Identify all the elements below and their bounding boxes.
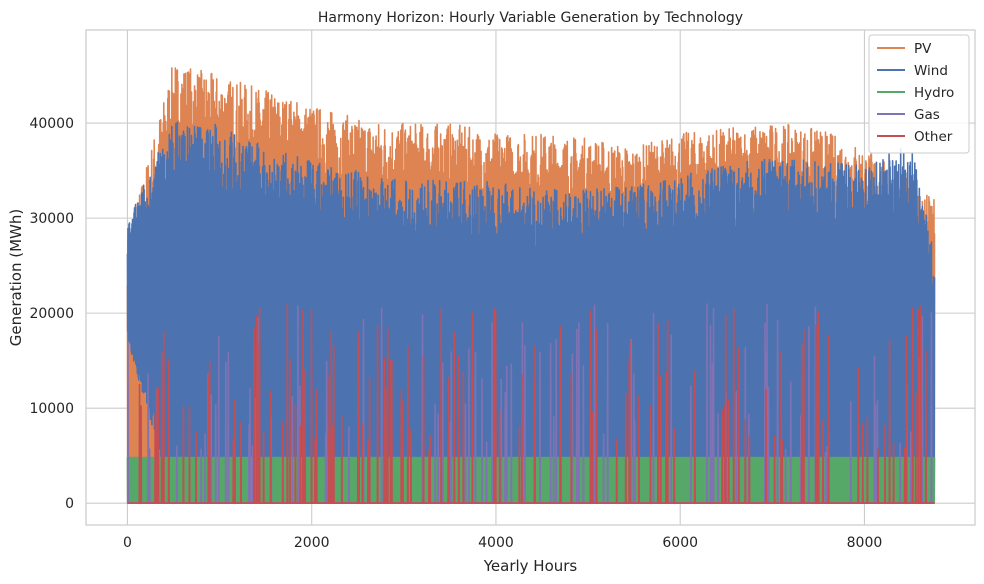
legend-label-wind: Wind (914, 63, 948, 79)
x-tick-label: 2000 (294, 535, 330, 551)
series-line-wind (126, 121, 936, 504)
y-tick-label: 40000 (29, 116, 74, 132)
series-line-other (126, 303, 936, 504)
x-axis-ticks: 0 2000 4000 6000 8000 (123, 535, 882, 551)
y-axis-ticks: 0 10000 20000 30000 40000 (29, 116, 74, 512)
chart-title: Harmony Horizon: Hourly Variable Generat… (318, 10, 743, 26)
y-tick-label: 20000 (29, 306, 74, 322)
y-axis-label: Generation (MWh) (7, 209, 25, 346)
x-tick-label: 4000 (478, 535, 514, 551)
x-axis-label: Yearly Hours (483, 557, 578, 575)
x-tick-label: 0 (123, 535, 132, 551)
x-tick-label: 8000 (847, 535, 883, 551)
series-layer (126, 67, 936, 504)
x-tick-label: 6000 (662, 535, 698, 551)
legend-label-hydro: Hydro (914, 85, 954, 101)
y-tick-label: 0 (65, 496, 74, 512)
legend-label-gas: Gas (914, 107, 940, 123)
y-tick-label: 30000 (29, 211, 74, 227)
legend-label-pv: PV (914, 41, 932, 57)
y-tick-label: 10000 (29, 401, 74, 417)
legend: PV Wind Hydro Gas Other (868, 34, 970, 154)
legend-label-other: Other (914, 129, 953, 145)
legend-box (868, 34, 970, 154)
